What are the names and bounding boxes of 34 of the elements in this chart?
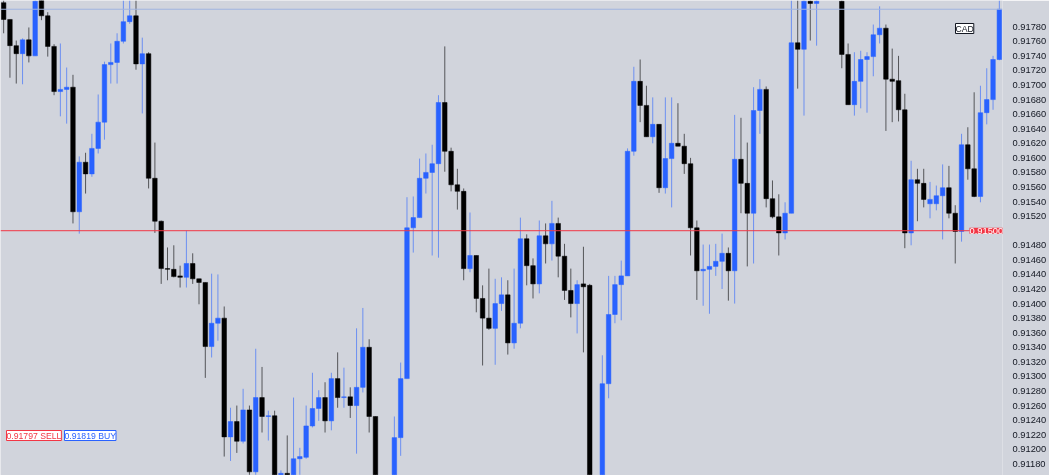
candlestick <box>278 469 284 475</box>
y-tick-label: 0.91260 <box>1012 400 1047 411</box>
y-tick-label: 0.91420 <box>1012 284 1047 294</box>
y-tick-label: 0.91720 <box>1012 65 1047 76</box>
y-tick-label: 0.91360 <box>1012 327 1047 338</box>
y-tick-label: 0.91780 <box>1012 21 1047 32</box>
annotation: 0.91797 SELL <box>6 430 62 441</box>
y-tick-label: 0.91640 <box>1012 123 1047 134</box>
y-tick-label: 0.91460 <box>1012 254 1047 265</box>
y-tick-label: 0.91560 <box>1012 182 1047 192</box>
y-tick-label: 0.91620 <box>1012 138 1047 149</box>
y-tick-label: 0.91400 <box>1012 298 1047 309</box>
y-tick-label: 0.91340 <box>1012 342 1047 353</box>
y-tick-label: 0.91180 <box>1012 458 1046 469</box>
y-tick-label: 0.91700 <box>1012 80 1047 91</box>
y-tick-label: 0.91240 <box>1012 415 1047 426</box>
y-tick-label: 0.91520 <box>1012 211 1047 222</box>
y-tick-label: 0.91200 <box>1012 444 1047 455</box>
y-tick-label: 0.91300 <box>1012 371 1047 382</box>
y-tick-label: 0.91220 <box>1012 429 1047 440</box>
ref-line-label: 0.91500 <box>969 225 1004 236</box>
y-tick-label: 0.91600 <box>1012 152 1047 163</box>
y-tick-label: 0.91760 <box>1012 36 1047 47</box>
y-tick-label: 0.91440 <box>1012 269 1047 280</box>
y-tick-label: 0.91660 <box>1012 109 1047 120</box>
y-tick-label: 0.91480 <box>1012 240 1047 251</box>
y-tick-label: 0.91680 <box>1012 94 1047 105</box>
y-tick-label: 0.91540 <box>1012 196 1047 207</box>
y-tick-label: 0.91580 <box>1012 167 1047 178</box>
y-tick-label: 0.91320 <box>1012 356 1047 367</box>
y-tick-label: 0.91740 <box>1012 50 1047 61</box>
annotation: 0.91819 BUY <box>64 430 117 441</box>
y-tick-label: 0.91280 <box>1012 385 1047 396</box>
y-tick-label: 0.91380 <box>1012 313 1047 324</box>
